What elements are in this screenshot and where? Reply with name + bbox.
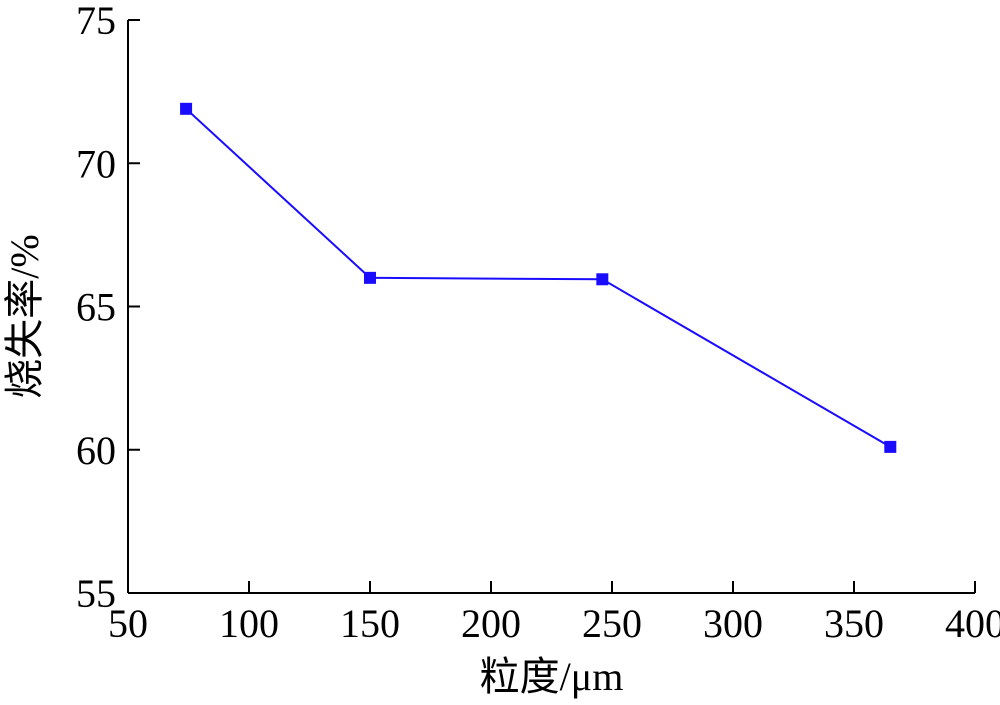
x-axis-ticks: 50 100 150 200 250 300 350 400 <box>108 581 1000 646</box>
x-tick-label: 100 <box>219 601 279 646</box>
y-tick-label: 75 <box>76 0 116 43</box>
x-tick-label: 50 <box>108 601 148 646</box>
axes <box>127 20 975 594</box>
x-tick-label: 200 <box>461 601 521 646</box>
data-point-marker <box>364 271 376 284</box>
series-line <box>185 108 891 448</box>
series-group <box>180 102 897 453</box>
x-tick-label: 350 <box>824 601 884 646</box>
y-tick-label: 55 <box>76 571 116 616</box>
y-tick-label: 65 <box>76 285 116 330</box>
data-point-marker <box>180 102 193 115</box>
y-axis-ticks: 55 60 65 70 75 <box>76 0 140 616</box>
y-tick-label: 70 <box>76 141 116 186</box>
x-tick-label: 300 <box>703 601 763 646</box>
data-point-marker <box>884 440 897 453</box>
x-tick-label: 150 <box>340 601 400 646</box>
x-tick-label: 400 <box>945 601 1000 646</box>
x-tick-label: 250 <box>582 601 642 646</box>
y-axis-title: 烧失率/% <box>2 234 47 398</box>
y-tick-label: 60 <box>76 428 116 473</box>
x-axis-title: 粒度/μm <box>480 654 624 699</box>
data-point-marker <box>596 273 609 286</box>
